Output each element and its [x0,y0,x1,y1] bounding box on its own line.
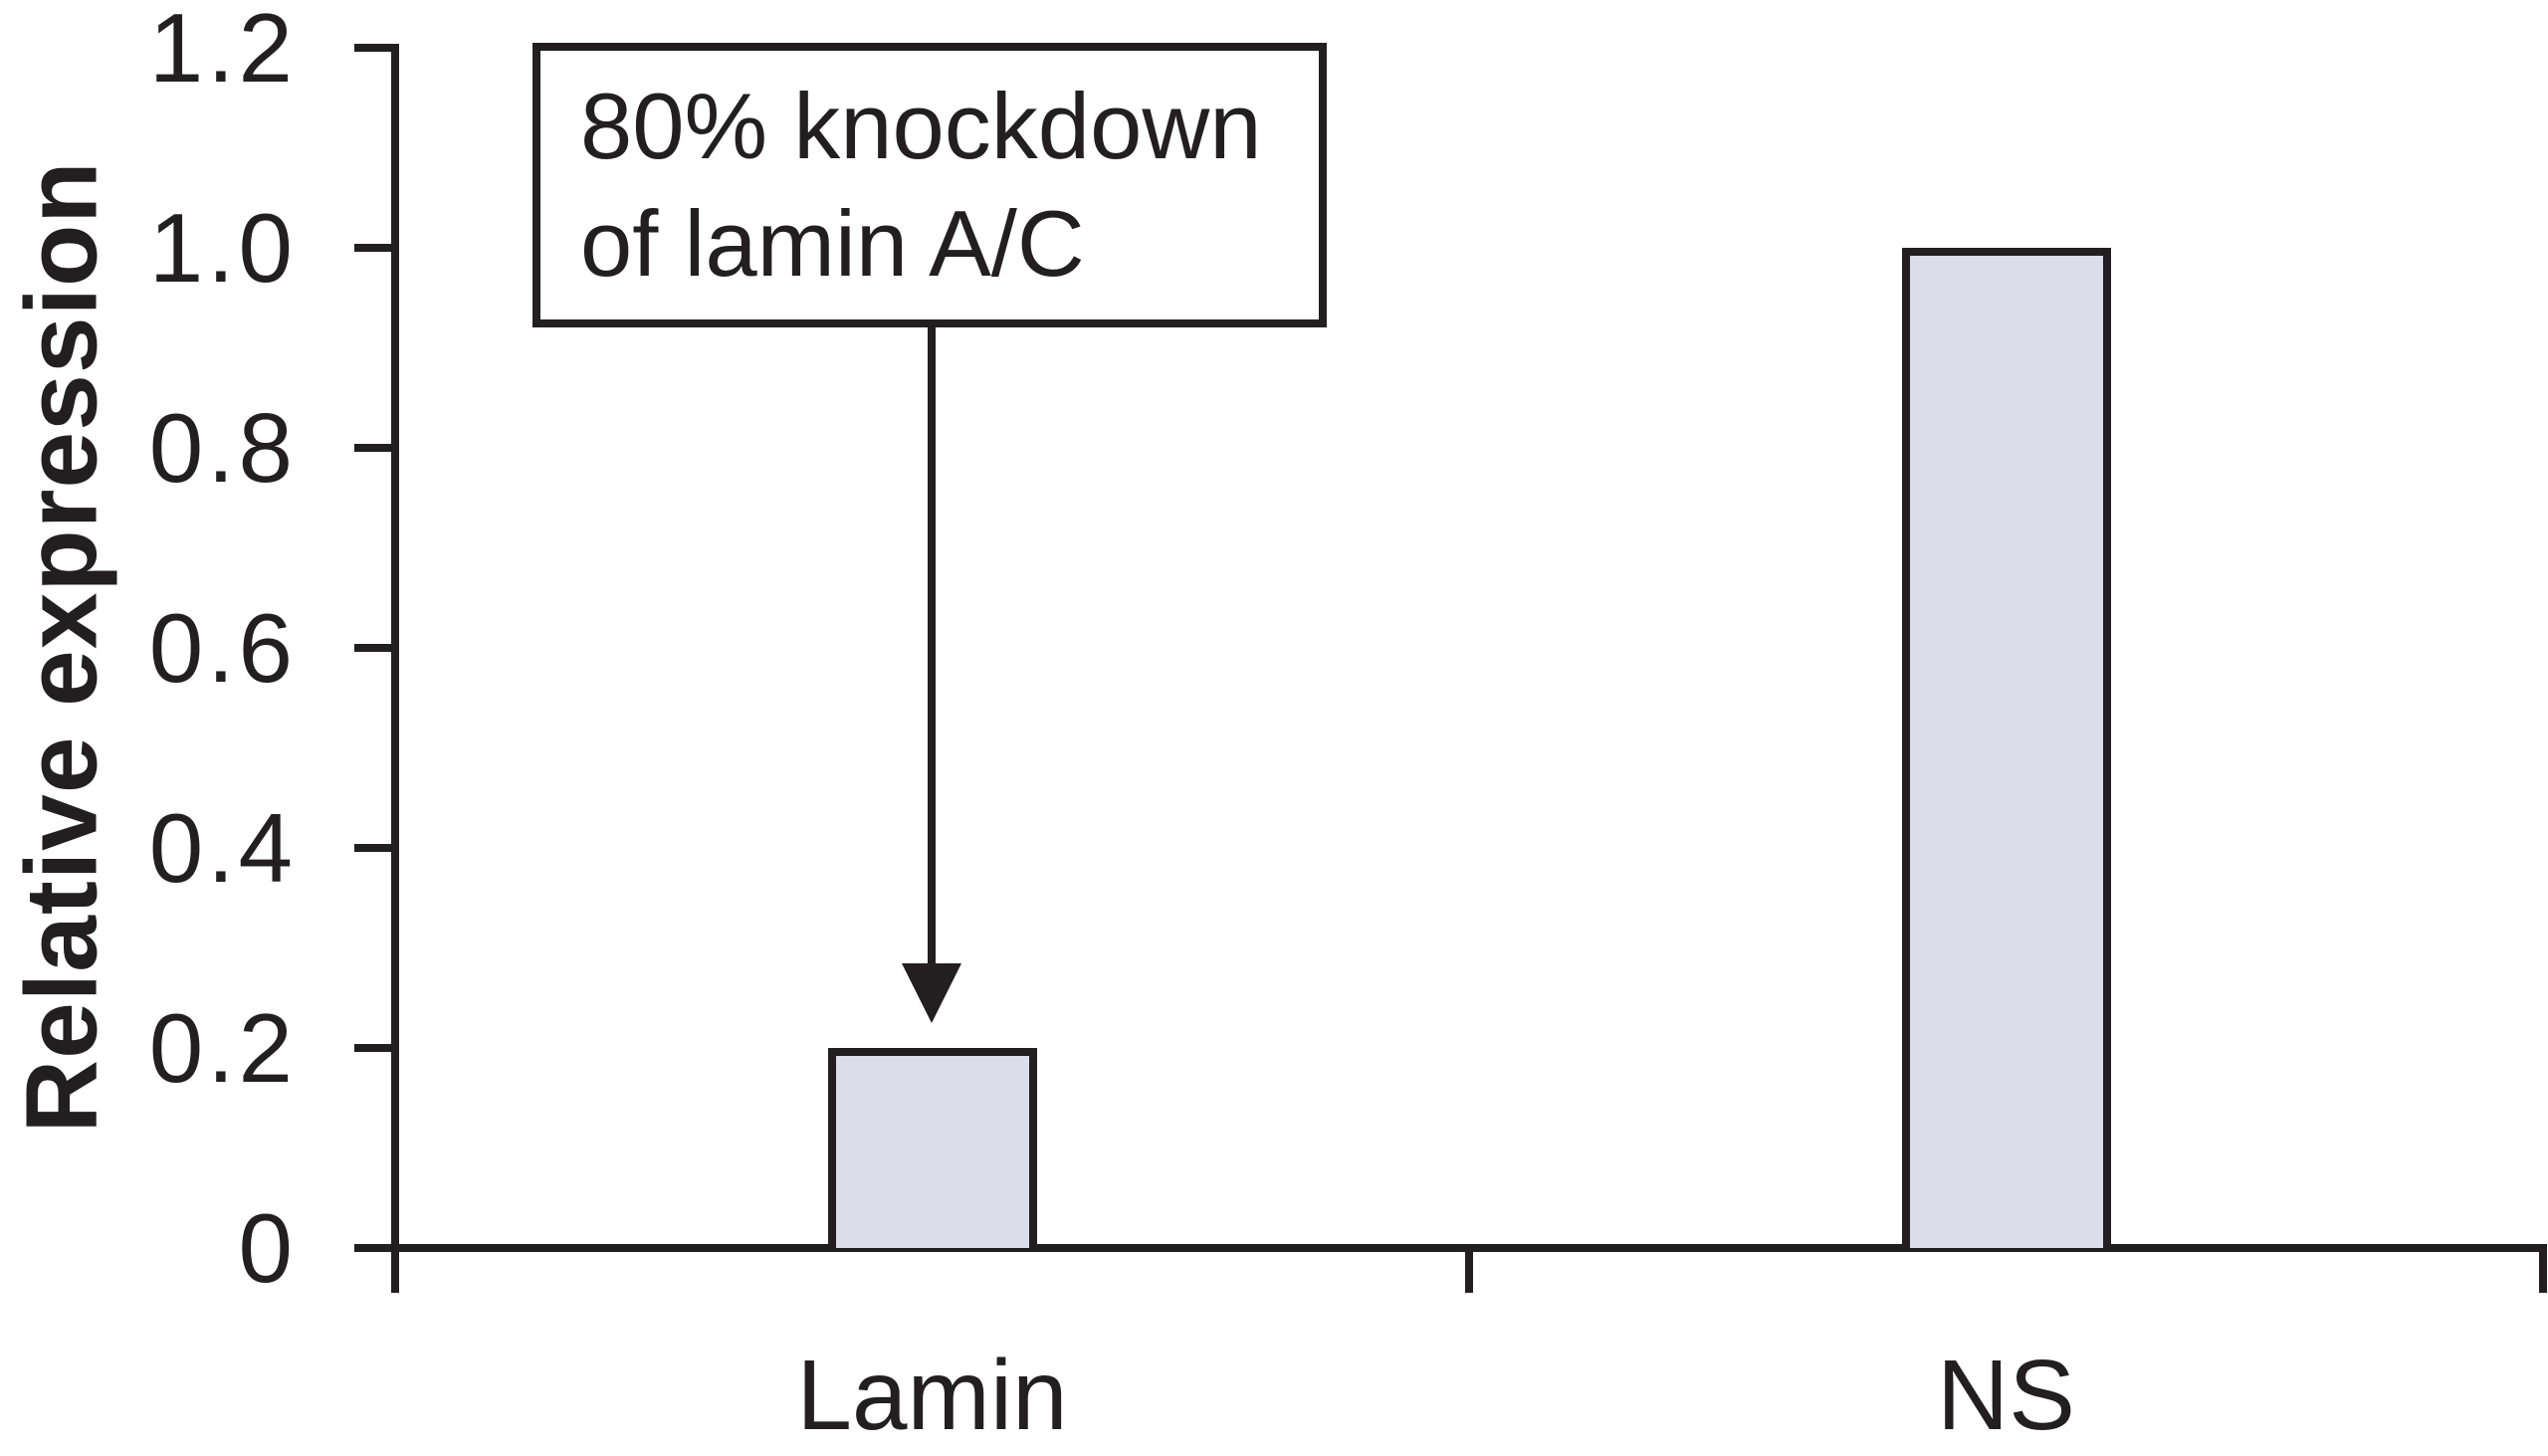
annotation-box: 80% knockdown of lamin A/C [532,43,1327,327]
bar-ns [1901,248,2111,1248]
y-tick [354,244,395,252]
annotation-text-line-2: of lamin A/C [580,191,1085,296]
y-tick [354,444,395,452]
arrow-down-icon [902,963,961,1023]
y-tick-label: 1.2 [148,0,297,103]
y-tick [354,644,395,652]
x-category-label-lamin: Lamin [796,1340,1068,1451]
y-tick-label: 0.8 [148,393,297,503]
x-tick [2539,1248,2547,1293]
y-tick-label: 0 [238,1193,297,1303]
x-tick [1465,1248,1473,1293]
annotation-text-line-1: 80% knockdown [580,74,1262,178]
y-tick [354,844,395,852]
y-axis-line [391,44,399,1289]
annotation-arrow-shaft [928,327,936,966]
y-tick [354,44,395,52]
x-tick [391,1248,399,1293]
y-tick-label: 1.0 [148,193,297,303]
y-tick [354,1044,395,1052]
y-tick-label: 0.2 [148,993,297,1103]
x-axis-line [354,1244,2547,1252]
y-tick-label: 0.4 [148,793,297,903]
bar-lamin [827,1048,1037,1248]
x-category-label-ns: NS [1937,1340,2075,1451]
y-tick-label: 0.6 [148,593,297,703]
y-tick [354,1244,395,1252]
